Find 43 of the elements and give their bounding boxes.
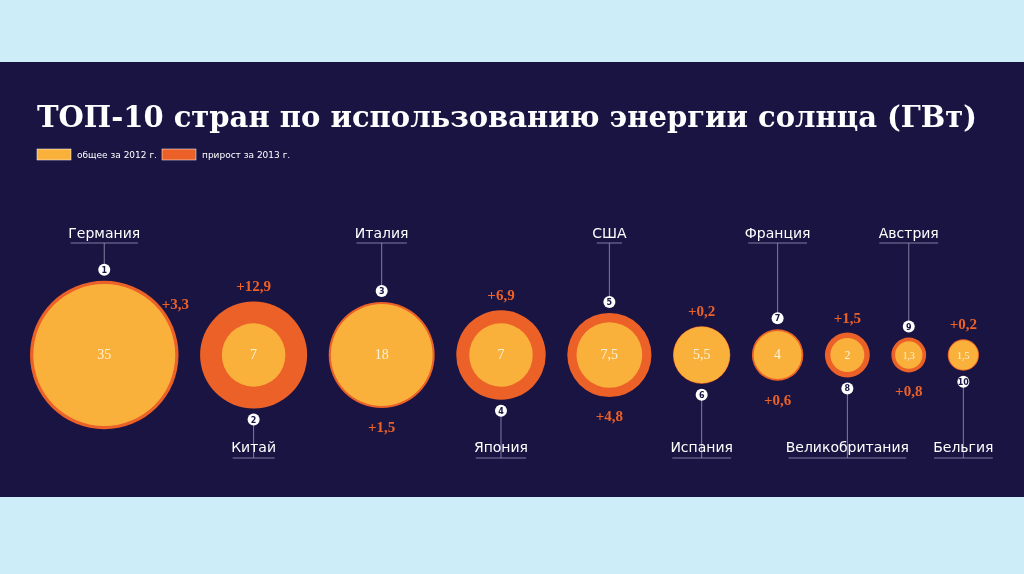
category-label: Германия (68, 225, 141, 241)
data-label: 7 (250, 347, 258, 362)
data-label: 7 (497, 347, 505, 362)
category-label: Австрия (878, 225, 939, 241)
text: ТОП-10 стран по использованию энергии солнца (ГВт) (37, 100, 978, 134)
data-label: +0,6 (763, 391, 792, 408)
category-label: Франция (744, 225, 811, 241)
data-label: +12,9 (236, 278, 272, 295)
category-label: Италия (354, 225, 409, 241)
legend-label: прирост за 2013 г. (202, 150, 291, 160)
data-label: 2 (844, 348, 851, 362)
data-label: 18 (374, 347, 389, 362)
text: 4 (498, 406, 505, 416)
legend-label: общее за 2012 г. (77, 150, 157, 160)
text: 7 (774, 314, 781, 324)
category-label: Китай (231, 439, 277, 455)
data-label: +1,5 (833, 309, 862, 326)
text: 10 (957, 377, 970, 387)
data-label: 7,5 (600, 347, 619, 362)
data-label: 5,5 (692, 347, 711, 362)
data-label: +0,2 (949, 316, 978, 333)
data-label: +0,2 (688, 303, 716, 320)
data-label: +3,3 (161, 295, 190, 312)
text: 3 (378, 287, 385, 297)
data-label: +1,5 (368, 418, 396, 435)
text: 9 (905, 322, 912, 332)
data-label: +4,8 (595, 408, 624, 425)
text: 8 (844, 384, 851, 394)
text: 1 (101, 265, 108, 275)
data-label: 4 (774, 347, 782, 362)
text: 6 (698, 390, 705, 400)
category-label: Япония (473, 439, 529, 455)
category-label: Великобритания (785, 439, 910, 455)
data-label: 1,3 (902, 350, 915, 361)
text: 5 (606, 297, 613, 307)
data-label: 1,5 (956, 350, 970, 361)
data-label: +0,8 (895, 383, 923, 400)
category-label: США (592, 225, 627, 241)
data-label: 35 (97, 347, 112, 362)
category-label: Бельгия (933, 439, 994, 455)
data-label: +6,9 (487, 287, 515, 304)
category-label: Испания (670, 439, 733, 455)
text: 2 (250, 415, 257, 425)
